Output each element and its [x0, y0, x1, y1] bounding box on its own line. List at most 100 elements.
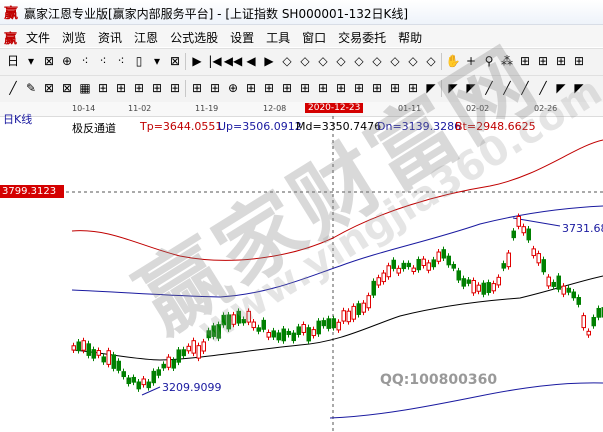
toolbar2-button-30-icon[interactable]: ◤: [556, 81, 566, 95]
menu-item-7[interactable]: 窗口: [302, 31, 327, 45]
toolbar1-button-17-icon[interactable]: ◇: [318, 54, 328, 68]
price-cursor-marker: 3799.3123: [0, 185, 65, 198]
toolbar1-button-26-icon[interactable]: ⚲: [484, 54, 494, 68]
toolbar1-button-28-icon[interactable]: ⊞: [519, 54, 531, 68]
candle-body: [556, 275, 561, 290]
toolbar2-button-0-icon[interactable]: ╱: [9, 81, 17, 95]
toolbar1-button-21-icon[interactable]: ◇: [390, 54, 400, 68]
toolbar2-button-7-icon[interactable]: ⊞: [133, 81, 145, 95]
candle-body: [106, 350, 111, 365]
menu-item-4[interactable]: 公式选股: [170, 31, 219, 45]
toolbar1-button-10-icon[interactable]: ▶: [192, 54, 202, 68]
toolbar2-button-23-icon[interactable]: ◤: [426, 81, 436, 95]
toolbar1-button-13-icon[interactable]: ◀: [246, 54, 256, 68]
toolbar1-button-16-icon[interactable]: ◇: [300, 54, 310, 68]
time-axis-label: 2020-12-23: [305, 103, 364, 113]
menu-item-0[interactable]: 文件: [26, 31, 51, 45]
toolbar1-button-9-icon[interactable]: ⊠: [169, 54, 181, 68]
candle-body: [561, 285, 566, 295]
toolbar2-button-3-icon[interactable]: ⊠: [61, 81, 73, 95]
menu-item-8[interactable]: 交易委托: [338, 31, 387, 45]
candle-body: [396, 267, 401, 274]
toolbar1-button-22-icon[interactable]: ◇: [408, 54, 418, 68]
toolbar1-button-0-icon[interactable]: 日: [6, 54, 19, 68]
toolbar2-button-21-icon[interactable]: ⊞: [389, 81, 401, 95]
toolbar2-button-16-icon[interactable]: ⊞: [299, 81, 311, 95]
toolbar1-button-31-icon[interactable]: ⊞: [573, 54, 585, 68]
toolbar1-button-23-icon[interactable]: ◇: [426, 54, 436, 68]
toolbar1-button-7-icon[interactable]: ▯: [135, 54, 143, 68]
toolbar1-button-30-icon[interactable]: ⊞: [555, 54, 567, 68]
menu-item-6[interactable]: 工具: [266, 31, 291, 45]
candle-body: [546, 276, 551, 287]
toolbar1-button-1-icon[interactable]: ▾: [27, 54, 35, 68]
toolbar2-button-4-icon[interactable]: ▦: [79, 81, 91, 95]
toolbar2-button-8-icon[interactable]: ⊞: [151, 81, 163, 95]
window-title: 赢家江恩专业版[赢家内部服务平台] - [上证指数 SH000001-132日K…: [24, 7, 409, 21]
toolbar2-button-1-icon[interactable]: ✎: [25, 81, 37, 95]
toolbar1-button-11-icon[interactable]: |◀: [208, 54, 222, 68]
toolbar1-button-14-icon[interactable]: ▶: [264, 54, 274, 68]
toolbar2-button-31-icon[interactable]: ◤: [574, 81, 584, 95]
indicator-md: Md=3350.7476: [296, 120, 382, 133]
toolbar1-button-3-icon[interactable]: ⊕: [61, 54, 73, 68]
menu-item-9[interactable]: 帮助: [398, 31, 423, 45]
toolbar1-button-4-icon[interactable]: ⁖: [81, 54, 89, 68]
toolbar2-button-26-icon[interactable]: ╱: [485, 81, 493, 95]
toolbar2-button-25-icon[interactable]: ◤: [466, 81, 476, 95]
toolbar1-button-19-icon[interactable]: ◇: [354, 54, 364, 68]
toolbar2-button-2-icon[interactable]: ⊠: [43, 81, 55, 95]
toolbar2-button-18-icon[interactable]: ⊞: [335, 81, 347, 95]
candle-body: [331, 318, 336, 329]
toolbar2-button-22-icon[interactable]: ⊞: [407, 81, 419, 95]
toolbar1-button-2-icon[interactable]: ⊠: [43, 54, 55, 68]
toolbar1-button-24-icon[interactable]: ✋: [445, 54, 461, 68]
toolbar2-button-11-icon[interactable]: ⊞: [209, 81, 221, 95]
toolbar1-button-18-icon[interactable]: ◇: [336, 54, 346, 68]
toolbar1-button-12-icon[interactable]: ◀◀: [223, 54, 243, 68]
channel-md-line: [71, 275, 603, 361]
toolbar2-button-15-icon[interactable]: ⊞: [281, 81, 293, 95]
candle-body: [486, 282, 491, 293]
toolbar2-button-6-icon[interactable]: ⊞: [115, 81, 127, 95]
toolbar1-button-8-icon[interactable]: ▾: [153, 54, 161, 68]
toolbar1-button-25-icon[interactable]: +: [465, 54, 477, 68]
candle-body: [266, 332, 271, 338]
menu-item-3[interactable]: 江恩: [134, 31, 159, 45]
toolbar2-button-10-icon[interactable]: ⊞: [191, 81, 203, 95]
toolbar2-button-27-icon[interactable]: ╱: [503, 81, 511, 95]
toolbar2-button-19-icon[interactable]: ⊞: [353, 81, 365, 95]
toolbar2-button-17-icon[interactable]: ⊞: [317, 81, 329, 95]
toolbar2-button-24-icon[interactable]: ◤: [448, 81, 458, 95]
channel-up-line: [71, 205, 603, 298]
toolbar2-button-5-icon[interactable]: ⊞: [97, 81, 109, 95]
toolbar2-button-13-icon[interactable]: ⊞: [245, 81, 257, 95]
channel-dn-line: [329, 382, 603, 419]
toolbar2-button-20-icon[interactable]: ⊞: [371, 81, 383, 95]
toolbar2-button-14-icon[interactable]: ⊞: [263, 81, 275, 95]
candle-body: [226, 314, 231, 330]
kline-chart[interactable]: [0, 116, 603, 432]
candle-body: [381, 272, 386, 283]
menu-item-5[interactable]: 设置: [230, 31, 255, 45]
toolbar1-button-20-icon[interactable]: ◇: [372, 54, 382, 68]
menu-item-1[interactable]: 浏览: [62, 31, 87, 45]
toolbar2-button-9-icon[interactable]: ⊞: [169, 81, 181, 95]
toolbar2-button-28-icon[interactable]: ╱: [521, 81, 529, 95]
toolbar2-button-12-icon[interactable]: ⊕: [227, 81, 239, 95]
toolbar1-button-27-icon[interactable]: ⁂: [501, 54, 513, 68]
candle-body: [146, 381, 151, 389]
menu-item-2[interactable]: 资讯: [98, 31, 123, 45]
toolbar1-button-6-icon[interactable]: ⁖: [117, 54, 125, 68]
candle-body: [436, 251, 441, 262]
candle-body: [71, 345, 76, 351]
candle-body: [341, 310, 346, 322]
toolbar2-button-29-icon[interactable]: ╱: [539, 81, 547, 95]
toolbar1-button-15-icon[interactable]: ◇: [282, 54, 292, 68]
toolbar1-button-5-icon[interactable]: ⁖: [99, 54, 107, 68]
toolbar1-button-29-icon[interactable]: ⊞: [537, 54, 549, 68]
toolbar-primary: 日 ▾ ⊠ ⊕ ⁖ ⁖ ⁖ ▯ ▾ ⊠ ▶ |◀ ◀◀ ◀ ▶ ◇ ◇ ◇ ◇ ◇ ◇ ◇ ◇ ◇ ✋ + ⚲ ⁂ ⊞ ⊞ ⊞ ⊞: [0, 48, 603, 75]
candle-body: [426, 262, 431, 271]
candle-body: [201, 341, 206, 352]
toolbar2-separator: [185, 80, 186, 97]
